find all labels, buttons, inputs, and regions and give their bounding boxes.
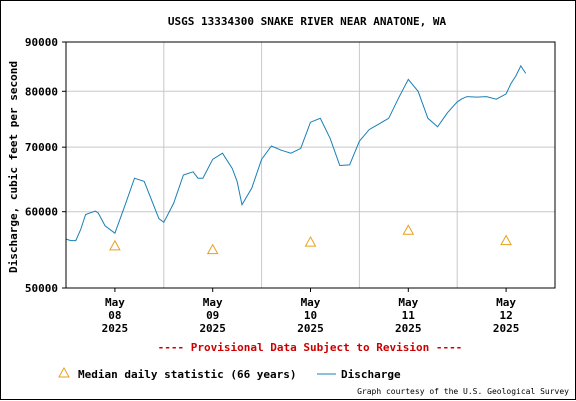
x-tick-label: May: [203, 296, 223, 309]
x-tick-label: 11: [402, 309, 416, 322]
x-tick-label: 09: [206, 309, 219, 322]
x-axis-ticks: May082025May092025May102025May112025May1…: [102, 288, 520, 335]
legend: Median daily statistic (66 years) Discha…: [58, 366, 401, 381]
median-markers: [109, 224, 512, 255]
x-tick-label: May: [398, 296, 418, 309]
y-axis-ticks: 50000 60000 70000 80000 90000: [25, 36, 66, 295]
median-point: [304, 236, 317, 247]
x-tick-label: May: [105, 296, 125, 309]
x-tick-label: May: [496, 296, 516, 309]
discharge-series-line: [65, 64, 527, 242]
x-tick-label: 2025: [395, 322, 422, 335]
y-tick-label: 60000: [25, 206, 58, 219]
provisional-notice: ---- Provisional Data Subject to Revisio…: [158, 341, 463, 354]
y-axis-label: Discharge, cubic feet per second: [7, 61, 20, 273]
legend-median-marker: [58, 366, 70, 378]
median-point: [109, 239, 121, 251]
credit-text: Graph courtesy of the U.S. Geological Su…: [357, 387, 569, 396]
x-tick-label: 2025: [102, 322, 129, 335]
plot-border: [65, 41, 556, 289]
y-tick-label: 70000: [25, 141, 58, 154]
y-tick-label: 50000: [25, 282, 58, 295]
x-tick-label: 2025: [199, 322, 226, 335]
vertical-grid: [163, 42, 458, 288]
x-tick-label: 12: [499, 309, 512, 322]
median-point: [206, 243, 219, 255]
median-point: [500, 234, 512, 246]
horizontal-grid: [66, 90, 555, 213]
chart-title: USGS 13334300 SNAKE RIVER NEAR ANATONE, …: [168, 15, 447, 28]
x-tick-label: 10: [304, 309, 317, 322]
x-tick-label: May: [301, 296, 321, 309]
y-tick-label: 90000: [25, 36, 58, 49]
median-point: [402, 224, 415, 235]
x-tick-label: 2025: [297, 322, 324, 335]
plot-area: [65, 41, 556, 289]
x-tick-label: 08: [108, 309, 121, 322]
x-tick-label: 2025: [493, 322, 520, 335]
y-tick-label: 80000: [25, 85, 58, 98]
legend-discharge-label: Discharge: [341, 368, 401, 381]
legend-median-label: Median daily statistic (66 years): [78, 368, 297, 381]
